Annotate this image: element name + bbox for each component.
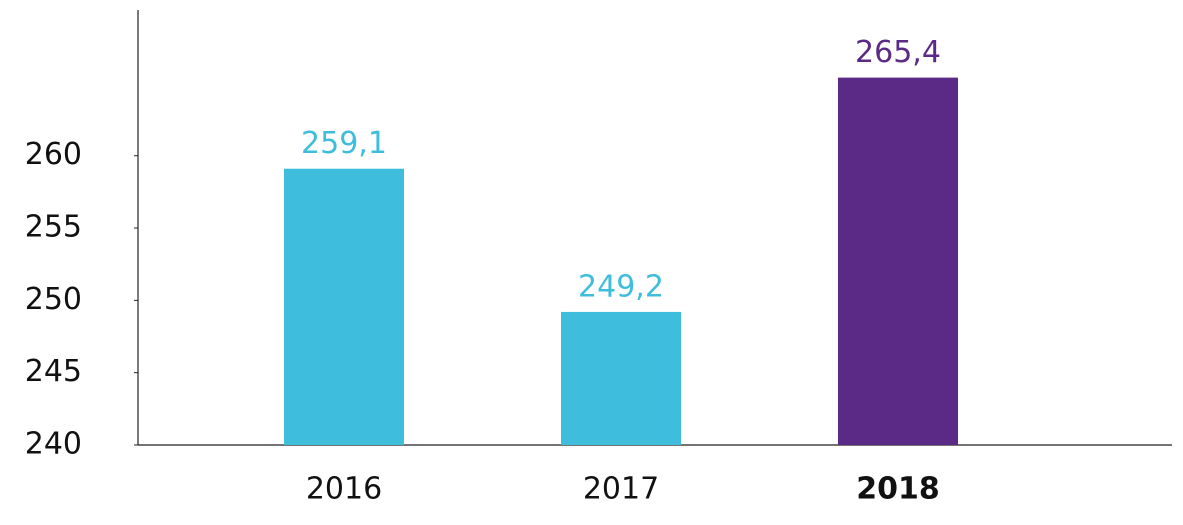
value-label: 259,1	[301, 126, 387, 161]
y-tick-label: 250	[25, 282, 82, 317]
x-tick-label: 2017	[583, 472, 659, 507]
y-tick-label: 255	[25, 210, 82, 245]
x-tick-label: 2016	[306, 472, 382, 507]
y-tick-label: 245	[25, 354, 82, 389]
bar	[838, 77, 958, 445]
value-label: 249,2	[578, 269, 664, 304]
value-label: 265,4	[855, 35, 941, 70]
bar	[561, 311, 681, 445]
y-tick-label: 260	[25, 137, 82, 172]
x-tick-label: 2018	[856, 472, 940, 507]
bar	[284, 168, 404, 445]
y-tick-label: 240	[25, 427, 82, 462]
